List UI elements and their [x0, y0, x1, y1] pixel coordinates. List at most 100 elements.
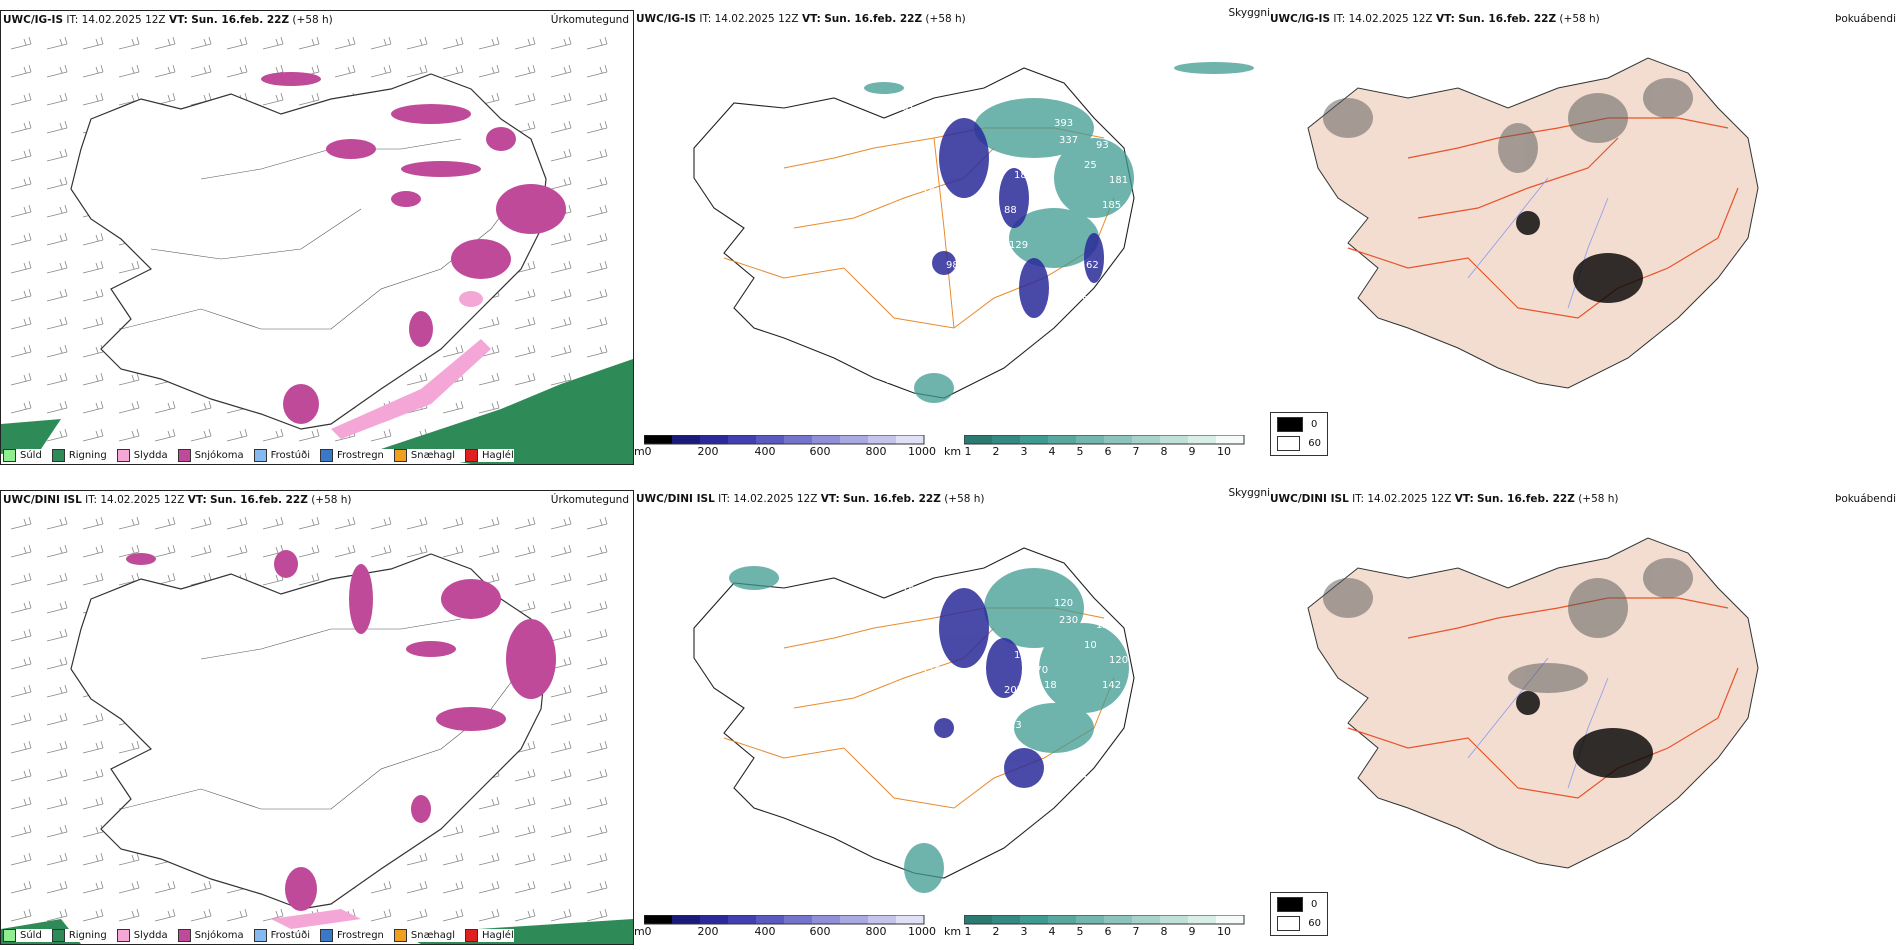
model-name: UWC/IG-IS — [636, 13, 697, 25]
lead-time: (+58 h) — [292, 14, 333, 26]
cloud-base-label: 80 — [896, 132, 909, 143]
cloud-base-label: 180 — [1014, 170, 1033, 181]
vt-value: Sun. 16.feb. 22Z — [824, 13, 923, 25]
cloud-base-label: 10 — [902, 585, 915, 596]
swatch-freezing-rain — [320, 449, 333, 462]
cloud-base-label: 118 — [922, 665, 941, 676]
swatch-sleet — [116, 449, 130, 462]
swatch-hail — [465, 449, 479, 462]
fog-dense — [1516, 691, 1653, 778]
model-name: UWC/IG-IS — [1270, 13, 1331, 25]
cloud-base-label: 65 — [1029, 365, 1042, 376]
it-label: IT: — [699, 13, 712, 25]
cloud-base-bar — [644, 915, 925, 925]
panel-header: UWC/DINI ISL IT: 14.02.2025 12Z VT: Sun.… — [3, 491, 633, 509]
it-value: 14.02.2025 12Z — [714, 13, 799, 25]
cloud-base-label: 85 — [1082, 295, 1095, 306]
lead-time: (+58 h) — [311, 494, 352, 506]
fog-panel-1: UWC/IG-IS IT: 14.02.2025 12Z VT: Sun. 16… — [1268, 10, 1900, 465]
panel-title-fog: Þokuábendi — [1835, 13, 1896, 25]
legend-item: Snjókoma — [177, 449, 244, 462]
precip-legend: Súld Rigning Slydda Snjókoma Frostúði Fr… — [3, 929, 514, 942]
precip-panel-2: UWC/DINI ISL IT: 14.02.2025 12Z VT: Sun.… — [0, 490, 634, 945]
vt-value: Sun. 16.feb. 22Z — [1458, 13, 1557, 25]
cloud-base-label: 142 — [1102, 680, 1121, 691]
fog-dense — [1516, 211, 1643, 303]
cloud-base-label: 158 — [1096, 620, 1115, 631]
vt-value: Sun. 16.feb. 22Z — [1477, 493, 1575, 505]
fog-shading — [1323, 78, 1693, 173]
vt-value: Sun. 16.feb. 22Z — [843, 493, 941, 505]
model-name: UWC/IG-IS — [3, 14, 64, 26]
it-value: 14.02.2025 12Z — [1348, 13, 1433, 25]
swatch-drizzle — [3, 449, 16, 462]
model-name: UWC/DINI ISL — [1270, 493, 1349, 505]
it-value: 14.02.2025 12Z — [1367, 493, 1452, 505]
it-label: IT: — [718, 493, 731, 505]
row-2: UWC/DINI ISL IT: 14.02.2025 12Z VT: Sun.… — [0, 480, 1900, 950]
cloud-base-label: 11 — [902, 182, 915, 193]
cloud-bar-unit: m — [634, 445, 645, 458]
it-value: 14.02.2025 12Z — [100, 494, 185, 506]
swatch-drizzle — [3, 929, 16, 942]
it-value: 14.02.2025 12Z — [81, 14, 166, 26]
cloud-base-label: 78 — [894, 145, 907, 156]
cloud-base-label: 93 — [1096, 140, 1109, 151]
panel-title-precip: Úrkomutegund — [550, 14, 629, 26]
lead-time: (+58 h) — [944, 493, 985, 505]
lead-time: (+58 h) — [1578, 493, 1619, 505]
fog-shading — [1323, 558, 1693, 693]
panel-header: UWC/DINI ISL IT: 14.02.2025 12Z VT: Sun.… — [636, 490, 1268, 508]
cloud-base-label: 223 — [896, 650, 915, 661]
panel-title-fog: Þokuábendi — [1835, 493, 1896, 505]
fog-panel-2: UWC/DINI ISL IT: 14.02.2025 12Z VT: Sun.… — [1268, 490, 1900, 945]
cloud-base-areas — [934, 588, 1044, 788]
vt-label: VT: — [168, 14, 188, 26]
snow-areas — [261, 72, 566, 424]
cloud-base-label: 94 — [932, 758, 945, 769]
cloud-base-label: 98 — [946, 260, 959, 271]
legend-item: Rigning — [51, 449, 107, 462]
swatch-snow-pellets — [393, 449, 407, 462]
it-label: IT: — [1352, 493, 1365, 505]
cloud-base-label: 120 — [1054, 598, 1073, 609]
legend-item: Súld — [3, 449, 42, 462]
model-name: UWC/DINI ISL — [636, 493, 715, 505]
swatch-snow — [177, 449, 191, 462]
panel-title-visibility: Skyggni — [1228, 487, 1271, 499]
precip-legend: Súld Rigning Slydda Snjókoma Frostúði Fr… — [3, 449, 514, 462]
snow-areas — [126, 550, 556, 911]
legend-item: Frostúði — [253, 449, 310, 462]
swatch-hail — [465, 929, 479, 942]
vt-label: VT: — [820, 493, 840, 505]
cloud-base-label: 370 — [1029, 665, 1048, 676]
panel-header: UWC/IG-IS IT: 14.02.2025 12Z VT: Sun. 16… — [3, 11, 633, 29]
cloud-base-label: 481 — [1044, 200, 1063, 211]
fog-key-1: 0 60 — [1270, 412, 1328, 456]
swatch-freezing-rain — [320, 929, 333, 942]
visibility-bar — [964, 915, 1245, 925]
cloud-base-label: 25 — [1084, 160, 1097, 171]
cloud-base-label: 85 — [904, 150, 917, 161]
cloud-base-label: 62 — [1086, 260, 1099, 271]
row-1: UWC/IG-IS IT: 14.02.2025 12Z VT: Sun. 16… — [0, 7, 1900, 465]
cloud-base-label: 155 — [964, 775, 983, 786]
panel-title-precip: Úrkomutegund — [550, 494, 629, 506]
visibility-colorbar: km 1 2 3 4 5 6 7 8 9 10 — [944, 435, 1245, 465]
cloud-base-label: 136 — [1029, 350, 1048, 361]
panel-header: UWC/DINI ISL IT: 14.02.2025 12Z VT: Sun.… — [1270, 490, 1900, 508]
cloud-base-label: 10 — [904, 630, 917, 641]
swatch-freezing-drizzle — [253, 449, 267, 462]
cloud-base-label: 18 — [1044, 680, 1057, 691]
cloud-base-label: 393 — [1054, 118, 1073, 129]
roads — [1347, 117, 1739, 319]
fog-map — [1307, 537, 1759, 869]
sleet-areas — [331, 291, 491, 439]
cloud-base-label: 10 — [1084, 640, 1097, 651]
precip-map — [1, 36, 633, 464]
it-label: IT: — [66, 14, 79, 26]
cloud-base-label: 62 — [1034, 805, 1047, 816]
panel-title-visibility: Skyggni — [1228, 7, 1271, 19]
precip-panel-1: UWC/IG-IS IT: 14.02.2025 12Z VT: Sun. 16… — [0, 10, 634, 465]
legend-item: Slydda — [116, 449, 168, 462]
